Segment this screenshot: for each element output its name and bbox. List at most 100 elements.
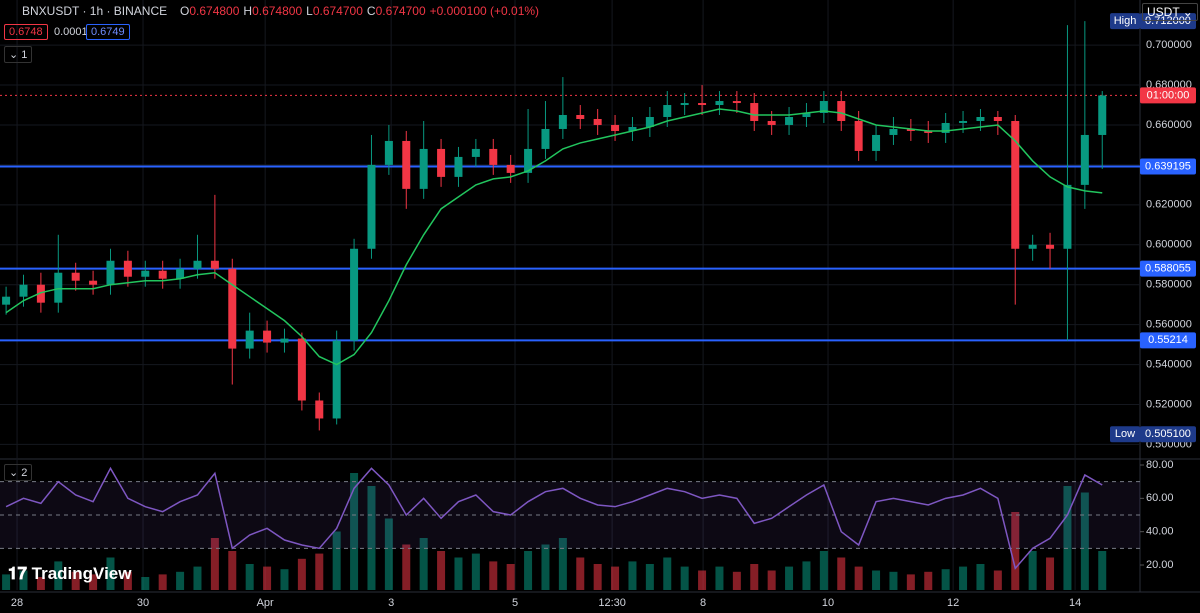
y-tick-label: 0.520000 xyxy=(1146,398,1192,410)
candle-body xyxy=(993,116,1002,121)
logo[interactable]: 𝟏𝟕 TradingView xyxy=(8,564,132,583)
volume-bar xyxy=(402,544,411,590)
volume-bar xyxy=(854,566,863,590)
volume-bar xyxy=(506,564,515,590)
bid[interactable]: 0.6748 xyxy=(4,24,48,40)
ohlc-value: 0.674800 xyxy=(189,4,240,18)
x-tick-label: 30 xyxy=(137,597,149,609)
candle-body xyxy=(54,272,63,303)
candle-body xyxy=(419,148,428,189)
y-tick-label: 0.580000 xyxy=(1146,279,1192,291)
volume-bar xyxy=(767,570,776,590)
countdown-box xyxy=(1140,87,1196,104)
candle-body xyxy=(384,140,393,165)
candle-body xyxy=(872,134,881,151)
candle-body xyxy=(558,114,567,129)
x-tick-label: 3 xyxy=(388,597,394,609)
volume-bar xyxy=(680,566,689,590)
level-label-box xyxy=(1140,260,1196,277)
volume-bar xyxy=(524,551,533,590)
pane-toggle[interactable]: ⌄ 1 xyxy=(4,46,33,63)
candle-body xyxy=(524,148,533,173)
candle-body xyxy=(715,101,724,106)
volume-bar xyxy=(297,558,306,590)
y-tick-label: 0.660000 xyxy=(1146,119,1192,131)
candle-body xyxy=(489,148,498,165)
volume-bar xyxy=(785,566,794,590)
pane-toggle[interactable]: ⌄ 2 xyxy=(4,464,33,481)
extreme-label: 0.712000 xyxy=(1145,15,1191,27)
volume-bar xyxy=(924,571,933,590)
volume-bar xyxy=(959,566,968,590)
y-tick-label: 0.700000 xyxy=(1146,39,1192,51)
extreme-tag-box xyxy=(1110,13,1140,30)
volume-bar xyxy=(576,557,585,590)
currency-select[interactable]: USDT ⌄ xyxy=(1142,3,1198,21)
rsi-line xyxy=(5,466,1103,570)
volume-bar xyxy=(437,551,446,590)
moving-average xyxy=(5,108,1103,366)
ohlc-value: 0.674700 xyxy=(312,4,363,18)
volume-bar xyxy=(471,553,480,590)
candle-body xyxy=(924,130,933,133)
y-tick-label: 0.540000 xyxy=(1146,358,1192,370)
volume-bar xyxy=(141,577,150,590)
volume-bar xyxy=(541,544,550,590)
candle-body xyxy=(1063,184,1072,249)
volume-bar xyxy=(367,486,376,590)
candle-body xyxy=(576,114,585,119)
candle-body xyxy=(210,260,219,269)
candle-body xyxy=(315,400,324,419)
currency: USDT xyxy=(1147,5,1180,19)
candle-body xyxy=(906,128,915,131)
ohlc-key: H xyxy=(243,4,253,18)
candle-body xyxy=(245,330,254,349)
volume-bar xyxy=(558,538,567,590)
x-tick-label: 12 xyxy=(947,597,959,609)
candle-body xyxy=(454,156,463,177)
candle-body xyxy=(941,122,950,133)
candle-body xyxy=(889,128,898,135)
volume-bar xyxy=(71,571,80,590)
extreme-label: 0.505100 xyxy=(1145,428,1191,440)
rsi-tick-label: 60.00 xyxy=(1146,492,1174,504)
level-label-box xyxy=(1140,332,1196,349)
candle-body xyxy=(280,338,289,343)
candle-body xyxy=(541,128,550,149)
candle-body xyxy=(1046,244,1055,249)
symbol[interactable]: BNXUSDT · 1h · BINANCE xyxy=(22,4,168,18)
volume-bar xyxy=(454,557,463,590)
ask[interactable]: 0.6749 xyxy=(86,24,130,40)
volume-bar xyxy=(193,566,202,590)
candle-body xyxy=(106,260,115,285)
candle-body xyxy=(750,103,759,121)
y-tick-label: 0.560000 xyxy=(1146,319,1192,331)
volume-bar xyxy=(384,518,393,590)
volume-bar xyxy=(993,570,1002,590)
candle-body xyxy=(680,103,689,106)
volume-bar xyxy=(628,561,637,590)
volume-bar xyxy=(819,551,828,590)
volume-bar xyxy=(245,564,254,590)
volume-bar xyxy=(89,574,98,590)
volume-bar xyxy=(280,569,289,590)
candle-body xyxy=(158,270,167,279)
volume-bar xyxy=(906,574,915,590)
extreme-tag: High xyxy=(1114,15,1137,27)
x-tick-label: 5 xyxy=(512,597,518,609)
candle-body xyxy=(36,284,45,303)
volume-bar xyxy=(123,571,132,590)
x-tick-label: Apr xyxy=(257,597,274,609)
volume-bar xyxy=(315,553,324,590)
candle-body xyxy=(228,268,237,349)
ohlc-key: L xyxy=(306,4,313,18)
candle-body xyxy=(71,272,80,281)
volume-bar xyxy=(645,564,654,590)
x-tick-label: 14 xyxy=(1069,597,1081,609)
volume-bar xyxy=(332,531,341,590)
volume-bar xyxy=(350,473,359,590)
candle-body xyxy=(193,260,202,269)
x-tick-label: 10 xyxy=(822,597,834,609)
candle-body xyxy=(732,101,741,104)
countdown: 01:00:00 xyxy=(1147,89,1190,101)
